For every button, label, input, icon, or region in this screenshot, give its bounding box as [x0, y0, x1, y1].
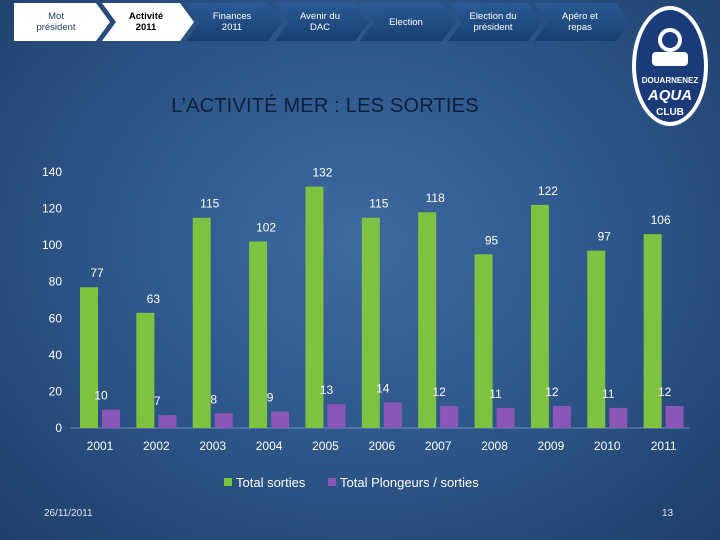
y-tick-label: 140: [42, 165, 62, 179]
data-label-total-sorties: 102: [256, 220, 276, 234]
nav-item-label: Activité 2011: [128, 11, 164, 33]
data-label-total-sorties: 122: [538, 184, 558, 198]
slide-title: L’ACTIVITÉ MER : LES SORTIES: [171, 95, 479, 117]
bar-total-sorties: [192, 217, 211, 428]
bar-total-sorties: [418, 212, 437, 428]
x-tick-label: 2007: [425, 439, 452, 453]
bar-total-sorties: [136, 312, 155, 428]
bar-total-sorties: [305, 186, 324, 428]
y-tick-label: 0: [55, 421, 62, 435]
bar-total-sorties: [643, 234, 662, 428]
data-label-plongeurs: 8: [210, 392, 217, 406]
data-label-total-sorties: 106: [651, 213, 671, 227]
bar-plongeurs: [102, 409, 120, 428]
bar-total-sorties: [474, 254, 493, 428]
x-tick-label: 2011: [651, 439, 677, 453]
legend-label-plongeurs: Total Plongeurs / sorties: [340, 475, 479, 490]
logo-text-3: CLUB: [656, 107, 684, 118]
aqua-club-logo: DOUARNENEZ AQUA CLUB: [632, 6, 708, 126]
x-tick-label: 2003: [199, 439, 226, 453]
nav-item-label: Mot président: [36, 11, 76, 33]
data-label-plongeurs: 12: [433, 385, 447, 399]
nav-item-label: Finances 2011: [212, 11, 252, 33]
bar-total-sorties: [587, 250, 606, 428]
bar-plongeurs: [158, 415, 177, 428]
nav-item-4[interactable]: Avenir du DAC: [275, 3, 369, 41]
bar-total-sorties: [361, 217, 380, 428]
data-label-plongeurs: 9: [267, 391, 274, 405]
y-tick-label: 20: [49, 384, 63, 398]
bar-plongeurs: [271, 411, 290, 428]
nav-item-7[interactable]: Apéro et repas: [534, 3, 630, 41]
page-number: 13: [662, 508, 674, 519]
data-label-total-sorties: 97: [598, 230, 612, 244]
nav-item-label: Election: [389, 16, 423, 28]
bar-plongeurs: [496, 407, 515, 428]
y-tick-label: 100: [42, 238, 62, 252]
logo-text-2: AQUA: [647, 87, 692, 104]
x-tick-label: 2010: [594, 439, 621, 453]
x-tick-label: 2005: [312, 439, 339, 453]
legend-swatch-plongeurs: [328, 478, 336, 486]
bar-plongeurs: [214, 413, 233, 428]
x-tick-label: 2002: [143, 439, 170, 453]
nav-item-label: Election du président: [469, 11, 517, 33]
bar-total-sorties: [249, 241, 268, 428]
data-label-total-sorties: 115: [369, 197, 388, 211]
data-label-plongeurs: 14: [376, 381, 390, 395]
bar-plongeurs: [665, 406, 684, 428]
data-label-plongeurs: 12: [658, 385, 672, 399]
x-tick-label: 2009: [538, 439, 565, 453]
y-tick-label: 80: [49, 275, 63, 289]
data-label-plongeurs: 11: [602, 387, 615, 401]
y-tick-label: 40: [49, 348, 63, 362]
data-label-plongeurs: 12: [545, 385, 559, 399]
legend-swatch-total-sorties: [224, 478, 232, 486]
bar-plongeurs: [552, 406, 571, 428]
x-tick-label: 2001: [87, 439, 114, 453]
y-tick-label: 60: [49, 311, 63, 325]
footer-date: 26/11/2011: [44, 508, 93, 519]
data-label-total-sorties: 77: [90, 266, 104, 280]
x-tick-label: 2006: [368, 439, 395, 453]
nav-item-2[interactable]: Activité 2011: [102, 3, 194, 41]
data-label-plongeurs: 7: [154, 394, 161, 408]
nav-item-5[interactable]: Election: [360, 3, 456, 41]
bar-total-sorties: [530, 204, 549, 428]
nav-item-label: Apéro et repas: [562, 11, 598, 33]
y-tick-label: 120: [42, 202, 62, 216]
bar-total-sorties: [80, 287, 98, 428]
bar-plongeurs: [440, 406, 459, 428]
data-label-plongeurs: 11: [489, 387, 502, 401]
nav-item-1[interactable]: Mot président: [14, 3, 110, 41]
bar-plongeurs: [609, 407, 628, 428]
bar-plongeurs: [383, 402, 402, 428]
data-label-total-sorties: 118: [426, 191, 445, 205]
data-label-total-sorties: 63: [147, 292, 161, 306]
data-label-total-sorties: 132: [312, 166, 332, 180]
logo-text-1: DOUARNENEZ: [642, 76, 699, 85]
data-label-total-sorties: 115: [200, 197, 219, 211]
x-tick-label: 2004: [256, 439, 283, 453]
data-label-plongeurs: 10: [94, 389, 108, 403]
nav-item-label: Avenir du DAC: [300, 11, 340, 33]
legend-label-total-sorties: Total sorties: [236, 475, 306, 490]
data-label-total-sorties: 95: [485, 233, 499, 247]
nav-item-3[interactable]: Finances 2011: [186, 3, 282, 41]
nav-bar: Mot président Activité 2011 Finances 2011 A…: [0, 0, 720, 46]
x-tick-label: 2008: [481, 439, 508, 453]
data-label-plongeurs: 13: [320, 383, 334, 397]
bar-plongeurs: [327, 404, 346, 428]
sorties-bar-chart: 0 20 40 60 80 100 120 140 77 10 2001 63 7 2002 115 8 200…: [42, 165, 690, 490]
nav-item-6[interactable]: Election du président: [448, 3, 542, 41]
